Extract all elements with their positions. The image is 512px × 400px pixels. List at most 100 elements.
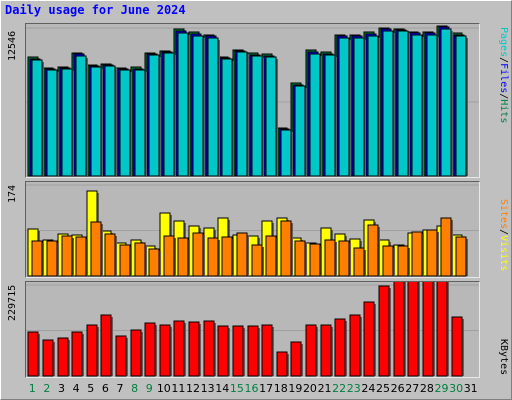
sites-bar-sites-28 — [426, 229, 439, 277]
hits-bar-pages-21 — [324, 54, 337, 177]
x-tick-label-23: 23 — [346, 382, 361, 395]
hits-legend: Pages/Files/Hits — [495, 25, 509, 175]
kbytes-bar-kbytes-23 — [349, 314, 362, 377]
hits-bar-pages-22 — [338, 37, 351, 177]
x-tick-label-8: 8 — [131, 382, 139, 395]
sites-bar-sites-18 — [280, 220, 293, 277]
hits-bar-pages-24 — [367, 35, 380, 177]
legend-files: Files — [498, 63, 509, 94]
x-tick-label-9: 9 — [145, 382, 153, 395]
hits-bar-pages-5 — [90, 66, 103, 177]
hits-bar-pages-10 — [163, 52, 176, 177]
sites-panel — [25, 181, 480, 278]
legend-hits: Hits — [498, 99, 509, 124]
x-tick-label-17: 17 — [259, 382, 274, 395]
kbytes-bar-kbytes-10 — [159, 324, 172, 377]
sites-bar-sites-5 — [90, 221, 103, 277]
kbytes-ymax-label: 229715 — [7, 284, 18, 321]
hits-bar-pages-13 — [207, 37, 220, 177]
sites-bar-sites-1 — [31, 240, 44, 277]
kbytes-bar-kbytes-2 — [42, 339, 55, 377]
x-tick-label-11: 11 — [171, 382, 186, 395]
x-tick-label-4: 4 — [72, 382, 80, 395]
kbytes-bar-kbytes-29 — [436, 282, 449, 377]
sites-bar-sites-24 — [367, 224, 380, 277]
sites-bar-sites-8 — [134, 242, 147, 277]
x-tick-label-1: 1 — [28, 382, 36, 395]
hits-bar-pages-14 — [221, 58, 234, 177]
hits-bar-pages-20 — [309, 53, 322, 177]
kbytes-ymax-label-box: 229715 — [7, 281, 21, 326]
sites-bar-sites-23 — [353, 247, 366, 277]
kbytes-bar-kbytes-27 — [407, 282, 420, 377]
x-tick-label-15: 15 — [229, 382, 244, 395]
x-tick-label-29: 29 — [434, 382, 449, 395]
x-axis: 1 2 3 4 5 6 7 8 9 10 11 12 13 14 15 16 17 18 19 20 21 22 23 24 2… — [25, 382, 480, 396]
sites-legend-text: Sites/Visits — [498, 199, 509, 271]
x-tick-label-13: 13 — [200, 382, 215, 395]
hits-bar-pages-11 — [177, 32, 190, 177]
x-tick-label-30: 30 — [449, 382, 464, 395]
hits-bar-pages-1 — [31, 59, 44, 177]
kbytes-bar-kbytes-7 — [115, 335, 128, 377]
x-tick-label-24: 24 — [361, 382, 376, 395]
kbytes-bar-kbytes-13 — [203, 320, 216, 377]
x-tick-label-20: 20 — [302, 382, 317, 395]
hits-bar-pages-2 — [46, 69, 59, 177]
kbytes-bar-kbytes-8 — [130, 329, 143, 377]
kbytes-bar-kbytes-5 — [86, 324, 99, 377]
kbytes-bar-kbytes-6 — [100, 314, 113, 377]
kbytes-bar-kbytes-12 — [188, 321, 201, 377]
sites-bar-sites-11 — [177, 237, 190, 277]
hits-bar-pages-17 — [265, 56, 278, 177]
x-tick-label-26: 26 — [390, 382, 405, 395]
hits-bar-pages-26 — [397, 30, 410, 177]
kbytes-bar-kbytes-30 — [451, 316, 464, 377]
sites-bar-sites-21 — [324, 239, 337, 277]
kbytes-panel — [25, 281, 480, 378]
sites-bar-sites-9 — [148, 248, 161, 277]
sites-bar-sites-17 — [265, 235, 278, 277]
x-tick-label-21: 21 — [317, 382, 332, 395]
x-tick-label-27: 27 — [405, 382, 420, 395]
kbytes-bar-kbytes-22 — [334, 318, 347, 377]
x-tick-label-16: 16 — [244, 382, 259, 395]
x-tick-label-3: 3 — [58, 382, 66, 395]
x-tick-label-14: 14 — [215, 382, 230, 395]
sites-bar-sites-15 — [236, 232, 249, 277]
legend-visits: Visits — [498, 235, 509, 272]
sites-bar-sites-6 — [104, 233, 117, 277]
hits-bar-pages-27 — [411, 34, 424, 177]
kbytes-bar-kbytes-26 — [393, 282, 406, 377]
hits-bar-pages-16 — [251, 55, 264, 177]
chart-title: Daily usage for June 2024 — [5, 3, 186, 17]
kbytes-bar-kbytes-3 — [57, 337, 70, 377]
kbytes-bar-kbytes-16 — [247, 325, 260, 377]
sites-bar-sites-26 — [397, 245, 410, 277]
hits-bar-pages-15 — [236, 51, 249, 177]
hits-plot — [26, 25, 479, 177]
x-tick-label-7: 7 — [116, 382, 124, 395]
sites-bar-sites-2 — [46, 240, 59, 277]
kbytes-bar-kbytes-20 — [305, 324, 318, 377]
kbytes-bar-kbytes-19 — [290, 341, 303, 377]
hits-bar-pages-6 — [104, 65, 117, 177]
hits-bar-pages-8 — [134, 69, 147, 177]
sites-bar-sites-20 — [309, 243, 322, 277]
hits-panel — [25, 23, 480, 178]
x-tick-label-28: 28 — [419, 382, 434, 395]
hits-bar-pages-25 — [382, 30, 395, 177]
x-tick-label-12: 12 — [186, 382, 201, 395]
kbytes-legend: KBytes — [495, 339, 509, 389]
x-tick-label-10: 10 — [156, 382, 171, 395]
x-tick-label-25: 25 — [376, 382, 391, 395]
hits-bar-pages-18 — [280, 129, 293, 177]
sites-bar-sites-16 — [251, 244, 264, 277]
kbytes-bar-kbytes-4 — [71, 331, 84, 377]
kbytes-bar-kbytes-17 — [261, 324, 274, 377]
sites-bar-sites-30 — [455, 236, 468, 277]
hits-bar-pages-23 — [353, 37, 366, 177]
sites-bar-sites-13 — [207, 237, 220, 277]
sites-ymax-label-box: 174 — [7, 181, 21, 211]
